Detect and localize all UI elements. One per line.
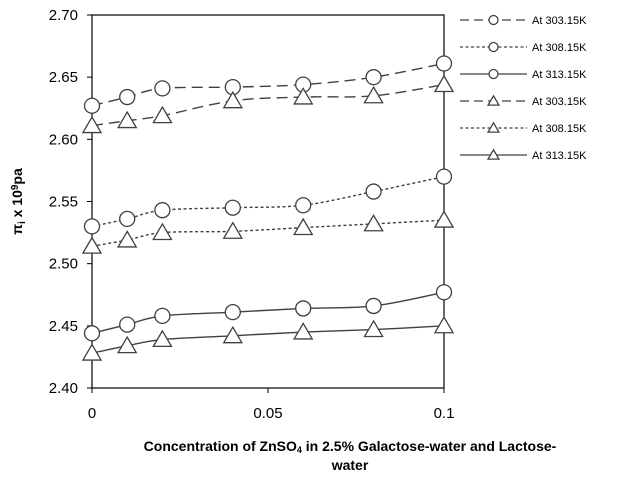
data-point (152, 329, 173, 348)
data-point (435, 55, 453, 72)
series-line (91, 325, 445, 354)
data-point (365, 183, 382, 200)
plot-frame (91, 14, 445, 389)
series-6 (81, 315, 455, 361)
data-point (117, 110, 138, 129)
x-tick-label: 0 (88, 405, 96, 422)
legend-label: At 313.15K (532, 150, 587, 162)
data-point (152, 105, 173, 124)
legend-item: At 313.15K (460, 148, 587, 162)
series-1 (83, 55, 453, 114)
legend-item: At 303.15K (460, 14, 587, 27)
data-point (222, 221, 243, 239)
series-layer (81, 55, 455, 361)
data-point (295, 197, 312, 214)
data-point (83, 97, 101, 114)
data-point (365, 297, 382, 315)
legend-marker (486, 94, 501, 106)
data-point (365, 69, 382, 86)
data-point (295, 300, 312, 317)
data-point (117, 230, 138, 248)
y-tick-label: 2.65 (49, 69, 78, 86)
data-point (81, 343, 103, 361)
data-point (293, 322, 314, 340)
x-axis-ticks: 0 0.05 0.1 (88, 388, 455, 422)
y-tick-label: 2.55 (49, 194, 78, 211)
plot-area (91, 14, 445, 389)
series-line (91, 219, 445, 247)
series-line (91, 83, 445, 127)
y-tick-label: 2.60 (49, 131, 78, 148)
data-point (363, 319, 384, 338)
legend-marker (486, 121, 501, 133)
y-axis-ticks: 2.40 2.45 2.50 2.55 2.60 2.65 2.70 (49, 7, 92, 397)
data-point (154, 307, 171, 325)
series-line (91, 291, 445, 334)
data-point (363, 85, 384, 104)
legend-item: At 308.15K (460, 121, 587, 135)
data-point (293, 217, 314, 236)
data-point (119, 316, 136, 333)
data-point (435, 168, 453, 185)
legend-marker (488, 41, 499, 53)
y-tick-label: 2.50 (49, 256, 78, 273)
series-line (91, 62, 445, 107)
y-tick-label: 2.45 (49, 318, 78, 335)
legend: At 303.15K At 308.15K At 313.15K At 303.15K… (460, 14, 587, 162)
data-point (222, 325, 243, 344)
x-axis-title: Concentration of ZnSO4 in 2.5% Galactose… (144, 438, 557, 473)
x-tick-label: 0.05 (253, 405, 282, 422)
data-point (117, 335, 138, 354)
data-point (119, 88, 136, 106)
data-point (435, 284, 453, 301)
data-point (433, 315, 455, 334)
legend-label: At 303.15K (532, 96, 587, 108)
data-point (363, 213, 384, 232)
data-point (154, 202, 171, 219)
legend-item: At 303.15K (460, 94, 587, 108)
legend-label: At 313.15K (532, 69, 587, 81)
legend-item: At 313.15K (460, 68, 587, 81)
x-tick-label: 0.1 (434, 405, 455, 422)
y-axis-title: πi x 109pa (9, 168, 28, 235)
data-point (119, 210, 136, 228)
data-point (152, 222, 173, 241)
data-point (293, 87, 314, 105)
data-point (81, 115, 103, 134)
y-tick-label: 2.40 (49, 380, 78, 397)
series-2 (83, 168, 453, 235)
data-point (222, 90, 243, 109)
series-3 (83, 284, 453, 342)
data-point (433, 74, 455, 93)
data-point (154, 80, 171, 97)
legend-marker (488, 14, 499, 26)
legend-label: At 308.15K (532, 42, 587, 54)
y-tick-label: 2.70 (49, 7, 78, 24)
data-point (433, 210, 455, 228)
series-5 (81, 210, 455, 254)
series-4 (81, 74, 455, 134)
data-point (81, 236, 103, 254)
legend-marker (486, 148, 501, 160)
data-point (83, 325, 101, 342)
series-line (91, 175, 445, 228)
legend-label: At 303.15K (532, 15, 587, 27)
data-point (224, 199, 241, 216)
legend-marker (488, 68, 499, 80)
data-point (83, 218, 101, 235)
legend-label: At 308.15K (532, 123, 587, 135)
data-point (224, 304, 241, 321)
legend-item: At 308.15K (460, 41, 587, 54)
